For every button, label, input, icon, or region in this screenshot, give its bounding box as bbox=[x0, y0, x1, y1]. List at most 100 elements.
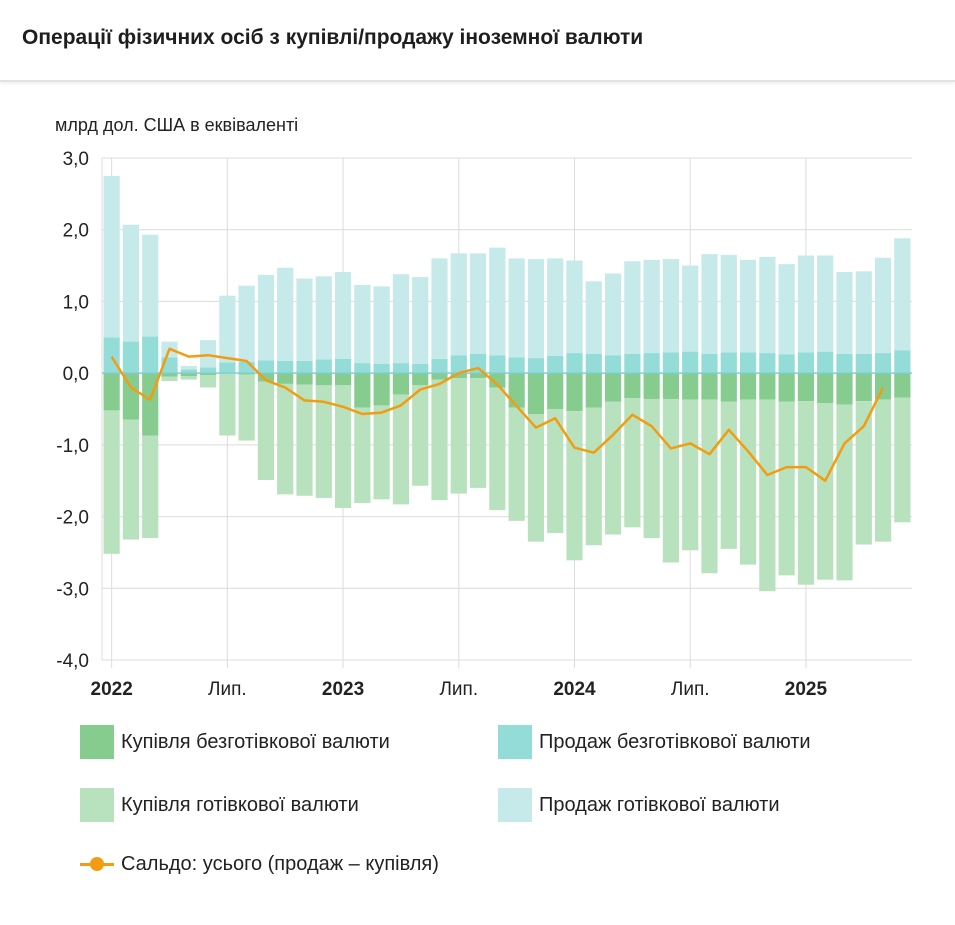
bar-buy-noncash bbox=[161, 373, 178, 377]
bar-buy-cash bbox=[392, 394, 410, 505]
bar-buy-cash bbox=[277, 383, 294, 495]
bar-sell-noncash bbox=[643, 353, 660, 374]
bar-buy-cash bbox=[103, 410, 120, 554]
bar-sell-cash bbox=[797, 255, 815, 353]
bar-buy-noncash bbox=[662, 373, 680, 399]
bar-sell-cash bbox=[469, 253, 487, 354]
bar-buy-cash bbox=[894, 397, 911, 523]
bar-sell-noncash bbox=[180, 369, 197, 374]
bar-sell-cash bbox=[508, 258, 525, 358]
bar-sell-cash bbox=[334, 272, 352, 359]
bar-sell-cash bbox=[836, 272, 853, 354]
legend-label-sell-noncash: Продаж безготівкової валюти bbox=[539, 730, 811, 753]
bar-buy-noncash bbox=[469, 373, 487, 379]
bar-buy-noncash bbox=[566, 373, 583, 412]
y-tick-label: 2,0 bbox=[63, 221, 89, 242]
bar-buy-noncash bbox=[527, 373, 545, 415]
x-tick-label: 2024 bbox=[553, 679, 596, 700]
bar-sell-noncash bbox=[122, 341, 140, 374]
bar-buy-cash bbox=[682, 399, 699, 551]
bar-buy-cash bbox=[315, 385, 332, 498]
bar-sell-noncash bbox=[450, 355, 467, 374]
bar-sell-noncash bbox=[759, 353, 776, 374]
bar-sell-noncash bbox=[720, 352, 737, 374]
bar-sell-noncash bbox=[836, 353, 853, 374]
x-tick-label: Лип. bbox=[671, 679, 710, 700]
y-tick-label: 3,0 bbox=[63, 149, 89, 170]
bar-buy-cash bbox=[469, 378, 487, 488]
legend-item-buy-noncash[interactable]: Купівля безготівкової валюти bbox=[80, 725, 390, 759]
bar-buy-cash bbox=[199, 375, 217, 388]
bar-buy-noncash bbox=[874, 373, 892, 400]
bar-buy-cash bbox=[797, 401, 815, 585]
bar-buy-noncash bbox=[489, 373, 506, 388]
bar-buy-cash bbox=[508, 407, 525, 521]
bar-buy-noncash bbox=[373, 373, 390, 406]
bar-buy-cash bbox=[604, 401, 622, 535]
bar-sell-noncash bbox=[739, 352, 757, 374]
bar-sell-cash bbox=[566, 260, 583, 354]
legend-swatch-buy-cash bbox=[80, 788, 114, 822]
bar-sell-noncash bbox=[527, 358, 545, 374]
legend-label-buy-noncash: Купівля безготівкової валюти bbox=[121, 730, 390, 753]
bar-buy-noncash bbox=[682, 373, 699, 400]
bar-buy-noncash bbox=[739, 373, 757, 400]
legend-item-buy-cash[interactable]: Купівля готівкової валюти bbox=[80, 788, 359, 822]
bar-buy-cash bbox=[238, 374, 255, 441]
bar-buy-noncash bbox=[720, 373, 737, 402]
bar-buy-cash bbox=[122, 419, 140, 540]
bar-sell-cash bbox=[199, 340, 217, 368]
bar-sell-cash bbox=[585, 281, 602, 354]
legend-item-sell-noncash[interactable]: Продаж безготівкової валюти bbox=[498, 725, 811, 759]
bar-sell-cash bbox=[527, 259, 545, 359]
bar-buy-noncash bbox=[334, 373, 352, 386]
bar-sell-noncash bbox=[778, 354, 795, 374]
bar-sell-cash bbox=[547, 258, 564, 356]
legend-swatch-saldo bbox=[80, 847, 114, 881]
bar-buy-noncash bbox=[778, 373, 795, 402]
bar-buy-cash bbox=[527, 414, 545, 542]
bar-sell-cash bbox=[142, 234, 159, 337]
x-tick-label: 2022 bbox=[91, 679, 133, 700]
bar-buy-noncash bbox=[508, 373, 525, 408]
bar-sell-noncash bbox=[508, 357, 525, 374]
bar-sell-noncash bbox=[373, 363, 390, 374]
bar-sell-cash bbox=[874, 257, 892, 354]
legend-item-saldo[interactable]: Сальдо: усього (продаж – купівля) bbox=[80, 847, 439, 881]
bar-sell-cash bbox=[894, 238, 911, 351]
chart-title: Операції фізичних осіб з купівлі/продажу… bbox=[22, 26, 644, 49]
bar-sell-cash bbox=[701, 254, 718, 354]
bar-buy-noncash bbox=[585, 373, 602, 408]
bar-buy-cash bbox=[257, 381, 275, 480]
bar-sell-cash bbox=[219, 295, 236, 363]
bar-buy-cash bbox=[643, 398, 660, 539]
bar-sell-noncash bbox=[315, 359, 332, 374]
legend-item-sell-cash[interactable]: Продаж готівкової валюти bbox=[498, 788, 780, 822]
bar-buy-noncash bbox=[103, 373, 120, 411]
bar-buy-cash bbox=[874, 399, 892, 542]
bar-sell-noncash bbox=[604, 355, 622, 374]
bar-buy-cash bbox=[334, 385, 352, 508]
bar-sell-cash bbox=[682, 265, 699, 352]
bar-sell-noncash bbox=[354, 363, 371, 374]
bar-buy-noncash bbox=[354, 373, 371, 408]
bar-buy-cash bbox=[296, 384, 313, 496]
bar-buy-cash bbox=[219, 373, 236, 436]
saldo-polyline bbox=[110, 347, 885, 482]
bar-buy-cash bbox=[547, 409, 564, 534]
bar-buy-noncash bbox=[624, 373, 641, 399]
bar-sell-noncash bbox=[855, 353, 872, 374]
legend-swatch-buy-noncash bbox=[80, 725, 114, 759]
bar-sell-cash bbox=[122, 224, 140, 342]
x-tick-labels: 2022 Лип. 2023 Лип. 2024 Лип. 2025 bbox=[91, 679, 828, 700]
bar-buy-cash bbox=[855, 401, 872, 545]
bar-buy-noncash bbox=[894, 373, 911, 398]
bar-sell-noncash bbox=[238, 361, 255, 374]
bar-buy-cash bbox=[431, 379, 448, 501]
legend-label-saldo: Сальдо: усього (продаж – купівля) bbox=[121, 852, 439, 875]
bar-sell-cash bbox=[604, 273, 622, 356]
chart-header: Операції фізичних осіб з купівлі/продажу… bbox=[0, 0, 955, 82]
bar-sell-noncash bbox=[219, 362, 236, 374]
bar-buy-cash bbox=[624, 398, 641, 528]
bar-buy-noncash bbox=[604, 373, 622, 402]
